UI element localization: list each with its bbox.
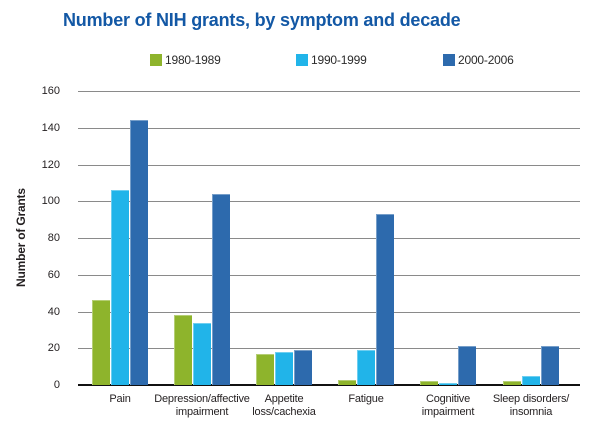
bar-1990-1999-cognitive-impairment	[439, 383, 457, 385]
x-label-line: impairment	[421, 406, 475, 418]
bar-2000-2006-fatigue	[376, 214, 394, 385]
x-label-fatigue: Fatigue	[311, 393, 421, 406]
x-label-line: Fatigue	[348, 393, 384, 405]
x-label-line: insomnia	[509, 406, 553, 418]
legend-item-1980-1989: 1980-1989	[150, 53, 221, 67]
y-tick-label-160: 160	[41, 85, 60, 97]
bar-group-cognitive-impairment	[420, 346, 476, 385]
x-label-depression-affective-impairment: Depression/affective impairment	[147, 393, 257, 419]
plot-area: Pain Depression/affective impairment Appeti…	[78, 91, 580, 418]
legend-label-2000-2006: 2000-2006	[458, 53, 514, 67]
bar-group-sleep-disorders-insomnia	[503, 346, 559, 385]
bar-1990-1999-depression-affective-impairment	[193, 322, 211, 385]
bar-1980-1989-depression-affective-impairment	[174, 315, 192, 385]
x-label-line: Pain	[109, 393, 131, 405]
bar-group-pain	[92, 120, 148, 385]
legend-swatch-1990-1999	[296, 54, 308, 66]
bar-2000-2006-pain	[130, 120, 148, 385]
legend-swatch-1980-1989	[150, 54, 162, 66]
x-label-cognitive-impairment: Cognitive impairment	[393, 393, 503, 419]
gridline-20	[78, 348, 580, 350]
gridline-60	[78, 274, 580, 276]
x-label-pain: Pain	[65, 393, 175, 406]
x-label-line: Sleep disorders/	[492, 393, 570, 405]
x-label-line: Appetite	[264, 393, 304, 405]
gridline-160	[78, 91, 580, 92]
bar-group-fatigue	[338, 214, 394, 385]
y-tick-label-60: 60	[47, 268, 60, 281]
x-label-line: Depression/affective	[154, 393, 250, 405]
gridline-80	[78, 238, 580, 239]
bar-group-appetite-loss-cachexia	[256, 350, 312, 385]
x-label-line: Cognitive	[425, 393, 471, 405]
bar-group-depression-affective-impairment	[174, 193, 230, 385]
gridline-120	[78, 164, 580, 166]
bar-1980-1989-sleep-disorders-insomnia	[503, 381, 521, 385]
bar-1990-1999-appetite-loss-cachexia	[275, 351, 293, 385]
bar-2000-2006-cognitive-impairment	[458, 346, 476, 385]
x-label-line: impairment	[175, 406, 229, 418]
bar-1980-1989-cognitive-impairment	[420, 381, 438, 385]
bar-1980-1989-fatigue	[338, 379, 356, 385]
bar-1990-1999-fatigue	[357, 350, 375, 385]
y-tick-label-20: 20	[47, 342, 60, 355]
y-tick-label-40: 40	[47, 305, 60, 318]
bar-2000-2006-depression-affective-impairment	[212, 193, 230, 385]
y-tick-label-80: 80	[47, 232, 60, 244]
legend-label-1980-1989: 1980-1989	[165, 53, 221, 67]
y-tick-labels: 0 20 40 60 80 100 120 140 160	[0, 85, 60, 391]
legend-item-1990-1999: 1990-1999	[296, 53, 367, 67]
y-tick-label-140: 140	[41, 121, 60, 134]
y-tick-label-100: 100	[41, 195, 60, 208]
bar-1980-1989-appetite-loss-cachexia	[256, 353, 274, 385]
y-tick-label-0: 0	[53, 379, 60, 391]
chart-title: Number of NIH grants, by symptom and dec…	[63, 10, 461, 30]
x-axis-baseline	[78, 384, 580, 386]
bar-1990-1999-pain	[111, 190, 129, 385]
legend-item-2000-2006: 2000-2006	[443, 53, 514, 67]
legend-swatch-2000-2006	[443, 54, 455, 66]
x-label-sleep-disorders-insomnia: Sleep disorders/insomnia	[476, 393, 586, 419]
y-tick-label-120: 120	[41, 158, 60, 171]
bar-2000-2006-appetite-loss-cachexia	[294, 350, 312, 385]
bar-1990-1999-sleep-disorders-insomnia	[522, 375, 540, 385]
legend-label-1990-1999: 1990-1999	[311, 53, 367, 67]
bar-1980-1989-pain	[92, 300, 110, 385]
gridline-140	[78, 127, 580, 129]
x-label-appetite-loss-cachexia: Appetite loss/cachexia	[229, 393, 339, 419]
gridline-40	[78, 311, 580, 313]
bar-2000-2006-sleep-disorders-insomnia	[541, 346, 559, 385]
gridline-100	[78, 201, 580, 203]
x-label-line: loss/cachexia	[252, 406, 316, 418]
